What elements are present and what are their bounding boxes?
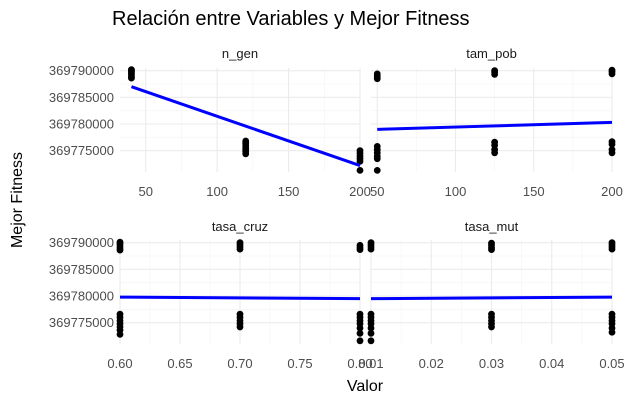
facet-strip-label: tam_pob	[466, 46, 517, 61]
data-point	[367, 329, 375, 337]
x-tick-label: 0.05	[599, 356, 624, 371]
x-tick-label: 100	[445, 184, 467, 199]
data-point	[242, 137, 250, 145]
data-point	[373, 155, 381, 163]
data-point	[491, 149, 499, 157]
facet-n-gen: n_gen 369775000 369780000 369785000 36979000…	[49, 46, 371, 199]
trend-line	[377, 120, 613, 131]
data-point	[356, 241, 364, 249]
x-tick-label: 150	[278, 184, 300, 199]
x-tick-label: 0.60	[107, 356, 132, 371]
data-point	[356, 324, 364, 332]
data-point	[356, 167, 364, 174]
facet-strip-label: tasa_mut	[465, 219, 519, 234]
data-point	[608, 239, 616, 247]
data-point	[367, 337, 375, 345]
trend-line	[130, 85, 361, 168]
data-point	[236, 239, 244, 247]
x-tick-label: 0.65	[167, 356, 192, 371]
data-point	[608, 66, 616, 74]
data-point	[356, 337, 364, 345]
data-point	[491, 67, 499, 75]
data-point	[608, 328, 616, 336]
chart-title: Relación entre Variables y Mejor Fitness	[112, 8, 470, 30]
y-tick-label: 369775000	[49, 315, 114, 330]
x-tick-label: 50	[370, 184, 384, 199]
x-tick-label: 0.01	[358, 356, 383, 371]
data-point	[367, 239, 375, 247]
data-point	[488, 239, 495, 247]
data-point	[608, 149, 616, 157]
data-point	[356, 329, 364, 337]
y-tick-label: 369785000	[49, 90, 114, 105]
facet-strip-label: n_gen	[222, 46, 258, 61]
x-tick-label: 100	[206, 184, 228, 199]
x-tick-label: 0.80	[347, 356, 372, 371]
facet-strip-label: tasa_cruz	[212, 219, 268, 234]
data-point	[116, 238, 124, 246]
data-point	[608, 140, 616, 148]
x-tick-label: 150	[523, 184, 545, 199]
x-tick-label: 0.04	[539, 356, 564, 371]
facet-tasa-mut: tasa_mut 0.01 0.02 0.03 0.04 0.05	[358, 219, 624, 371]
facet-panels: n_gen 369775000 369780000 369785000 36979000…	[49, 46, 625, 371]
x-axis-title: Valor	[347, 378, 384, 395]
facet-tam-pob: tam_pob 50 100 150 200	[370, 46, 623, 199]
x-tick-label: 0.70	[227, 356, 252, 371]
x-tick-label: 200	[601, 184, 623, 199]
data-point	[488, 323, 495, 331]
y-tick-label: 369780000	[49, 117, 114, 132]
data-point	[236, 323, 244, 331]
y-tick-label: 369790000	[49, 63, 114, 78]
x-tick-label: 50	[138, 184, 152, 199]
trend-line	[370, 295, 613, 301]
data-point	[367, 324, 375, 332]
y-tick-label: 369775000	[49, 143, 114, 158]
data-point	[373, 70, 381, 78]
x-tick-label: 0.75	[287, 356, 312, 371]
data-point	[356, 147, 364, 155]
y-tick-label: 369780000	[49, 289, 114, 304]
y-tick-label: 369785000	[49, 262, 114, 277]
data-point	[128, 66, 135, 73]
data-point	[373, 167, 381, 174]
y-axis-title: Mejor Fitness	[9, 152, 26, 248]
x-tick-label: 0.02	[419, 356, 444, 371]
x-tick-label: 200	[349, 184, 371, 199]
trend-line	[119, 295, 361, 301]
y-tick-label: 369790000	[49, 235, 114, 250]
x-tick-label: 0.03	[479, 356, 504, 371]
data-point	[116, 331, 124, 338]
facet-tasa-cruz: tasa_cruz 369775000 369780000 369785000 3697…	[49, 219, 373, 371]
